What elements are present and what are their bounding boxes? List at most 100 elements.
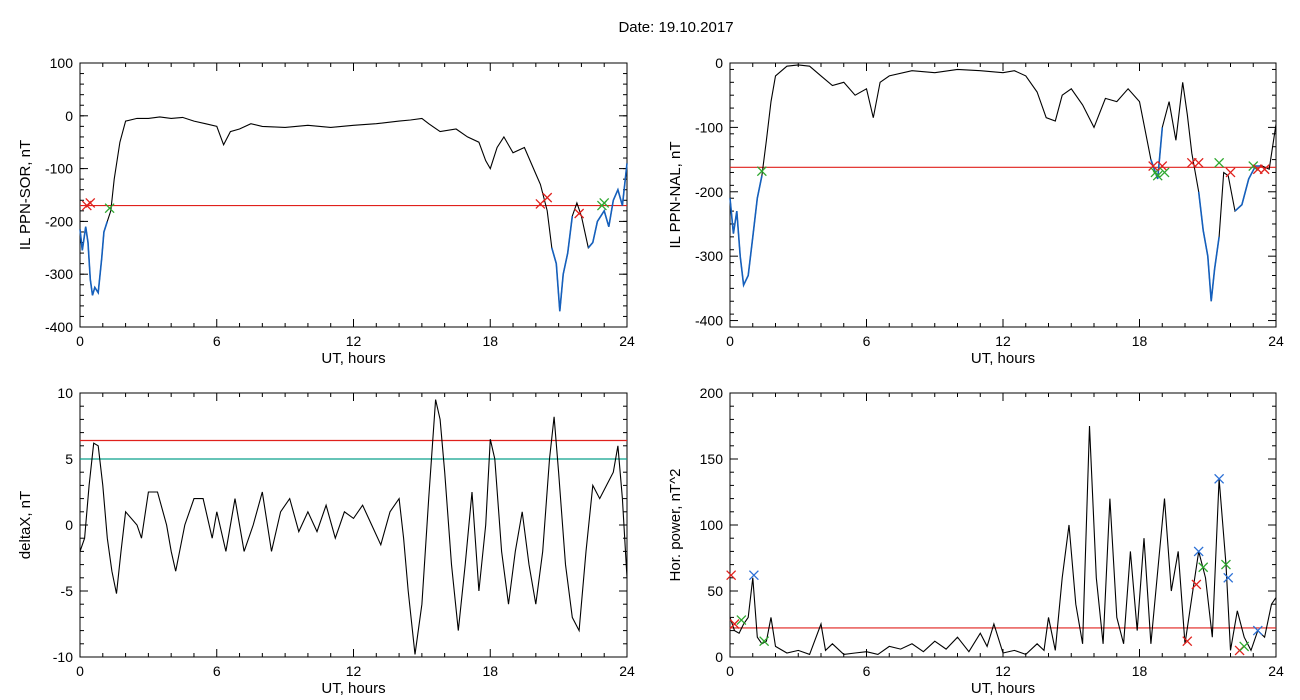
event-marker <box>1148 161 1159 171</box>
marker-stroke <box>599 197 610 208</box>
y-tick-label: 0 <box>65 517 73 533</box>
event-marker <box>1214 473 1225 484</box>
panel-hor-power: 0 6 12 18 24 0 50 100 150 200 UT, hours Hor. power,… <box>667 385 1284 697</box>
marker-stroke <box>1191 579 1202 590</box>
marker-stroke <box>1157 161 1168 171</box>
y-tick-label: 150 <box>700 451 724 467</box>
event-marker <box>1152 170 1163 181</box>
y-tick-label: 100 <box>50 55 74 71</box>
x-tick-label: 24 <box>1268 333 1284 349</box>
y-tick-label: -100 <box>45 161 73 177</box>
marker-stroke <box>1259 164 1270 175</box>
marker-stroke <box>726 570 737 581</box>
marker-stroke <box>574 208 585 219</box>
marker-stroke <box>736 615 747 625</box>
y-tick-label: -200 <box>45 213 73 229</box>
y-tick-label: -400 <box>695 313 723 329</box>
highlight-segment <box>79 221 109 296</box>
marker-stroke <box>85 197 96 208</box>
marker-stroke <box>1214 473 1225 484</box>
y-tick-label: -10 <box>53 649 73 665</box>
event-marker <box>759 636 770 647</box>
x-axis-label: UT, hours <box>321 680 385 697</box>
y-tick-label: 0 <box>715 55 723 71</box>
event-marker <box>1259 164 1270 175</box>
marker-stroke <box>1252 625 1263 636</box>
x-tick-label: 6 <box>863 333 871 349</box>
event-marker <box>729 619 740 629</box>
marker-stroke <box>1159 167 1170 178</box>
event-marker <box>1225 167 1236 178</box>
marker-stroke <box>1193 157 1204 168</box>
x-axis-label: UT, hours <box>971 350 1035 367</box>
x-tick-label: 18 <box>1132 663 1148 679</box>
x-tick-label: 24 <box>1268 663 1284 679</box>
event-marker <box>1198 562 1209 573</box>
y-tick-label: 50 <box>707 583 723 599</box>
x-tick-label: 18 <box>482 663 498 679</box>
event-marker <box>574 208 585 219</box>
x-tick-label: 6 <box>863 663 871 679</box>
event-marker <box>85 197 96 208</box>
x-tick-label: 6 <box>213 663 221 679</box>
marker-stroke <box>759 636 770 647</box>
event-marker <box>1193 157 1204 168</box>
x-axis-label: UT, hours <box>321 350 385 367</box>
marker-stroke <box>1152 170 1163 181</box>
event-marker <box>1182 636 1193 647</box>
marker-stroke <box>1148 161 1159 171</box>
chart-title: Date: 19.10.2017 <box>618 19 734 36</box>
event-marker <box>1191 579 1202 590</box>
event-marker <box>1159 167 1170 178</box>
y-tick-label: -5 <box>61 583 74 599</box>
highlight-segment <box>1234 165 1263 212</box>
x-tick-label: 24 <box>619 333 635 349</box>
plot-frame <box>729 62 1277 328</box>
marker-stroke <box>756 166 767 177</box>
panel-ppn-sor: 0 6 12 18 24 -400 -300 -200 -100 0 100 UT, hours IL … <box>17 55 635 367</box>
marker-stroke <box>1223 572 1234 583</box>
marker-stroke <box>729 619 740 629</box>
highlight-segment <box>1197 191 1220 302</box>
y-axis-label: Hor. power, nT^2 <box>667 469 684 582</box>
y-axis-label: IL PPN-SOR, nT <box>17 140 34 250</box>
y-tick-label: 0 <box>715 649 723 665</box>
x-tick-label: 12 <box>346 663 362 679</box>
y-tick-label: 5 <box>65 451 73 467</box>
y-tick-label: 100 <box>700 517 724 533</box>
x-tick-label: 18 <box>1132 333 1148 349</box>
series-line <box>79 399 628 655</box>
event-marker <box>542 192 553 203</box>
x-tick-label: 12 <box>346 333 362 349</box>
x-tick-label: 0 <box>76 333 84 349</box>
highlight-segment <box>551 216 574 312</box>
x-tick-label: 12 <box>995 333 1011 349</box>
marker-stroke <box>1214 157 1225 168</box>
highlight-segment <box>729 175 763 288</box>
y-tick-label: -300 <box>45 266 73 282</box>
y-axis-label: IL PPN-NAL, nT <box>667 142 684 249</box>
event-marker <box>1193 546 1204 557</box>
event-marker <box>748 570 759 581</box>
x-tick-label: 0 <box>726 333 734 349</box>
y-tick-label: -100 <box>695 119 723 135</box>
y-axis-label: deltaX, nT <box>17 491 34 559</box>
marker-stroke <box>104 203 115 214</box>
event-marker <box>1252 625 1263 636</box>
event-marker <box>1239 641 1250 652</box>
plot-frame <box>729 392 1277 658</box>
y-tick-label: 0 <box>65 108 73 124</box>
panel-ppn-nal: 0 6 12 18 24 -400 -300 -200 -100 0 UT, hours IL PPN… <box>667 55 1284 367</box>
event-marker <box>1248 161 1259 171</box>
event-marker <box>104 203 115 214</box>
marker-stroke <box>1193 546 1204 557</box>
x-axis-label: UT, hours <box>971 680 1035 697</box>
marker-stroke <box>542 192 553 203</box>
event-marker <box>736 615 747 625</box>
event-marker <box>1214 157 1225 168</box>
event-marker <box>1220 559 1231 570</box>
x-tick-label: 24 <box>619 663 635 679</box>
x-tick-label: 18 <box>482 333 498 349</box>
series-line <box>729 425 1277 656</box>
